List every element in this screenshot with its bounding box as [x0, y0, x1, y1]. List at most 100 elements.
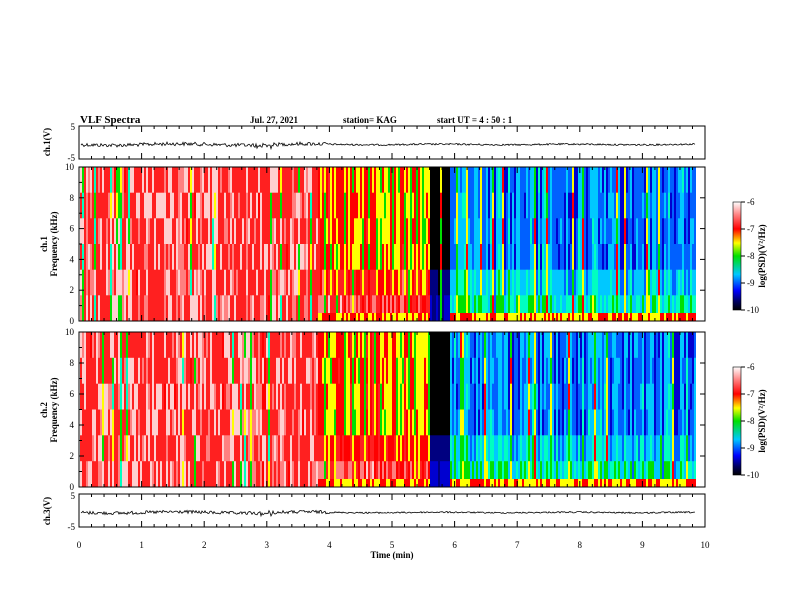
spectrogram-cell — [618, 295, 620, 322]
spectrogram-cell — [390, 357, 392, 385]
spectrogram-lowband — [428, 479, 430, 487]
spectrogram-cell — [346, 357, 348, 385]
spectrogram-cell — [416, 269, 418, 296]
spectrogram-cell — [186, 269, 188, 296]
spectrogram-cell — [308, 218, 310, 245]
spectrogram-cell — [180, 167, 182, 194]
spectrogram-cell — [320, 218, 322, 245]
spectrogram-lowband — [640, 313, 642, 321]
spectrogram-cell — [194, 295, 196, 322]
spectrogram-lowband — [370, 479, 372, 487]
spectrogram-cell — [554, 383, 556, 410]
spectrogram-lowband — [424, 313, 426, 321]
spectrogram-cell — [174, 192, 176, 219]
spectrogram-cell — [80, 383, 82, 410]
spectrogram-cell — [428, 269, 430, 296]
spectrogram-cell — [460, 167, 462, 194]
spectrogram-cell — [616, 244, 618, 271]
spectrogram-cell — [170, 383, 172, 410]
spectrogram-cell — [354, 167, 356, 194]
spectrogram-cell — [316, 244, 318, 271]
spectrogram-cell — [690, 295, 692, 322]
spectrogram-cell — [262, 218, 264, 245]
spectrogram-cell — [438, 295, 440, 322]
spectrogram-cell — [486, 244, 488, 271]
spectrogram-cell — [296, 409, 298, 436]
spectrogram-cell — [580, 167, 582, 194]
spectrogram-cell — [278, 357, 280, 385]
spectrogram-cell — [566, 383, 568, 410]
spectrogram-cell — [592, 435, 594, 462]
spectrogram-cell — [206, 167, 208, 194]
spectrogram-cell — [190, 461, 192, 488]
spectrogram-cell — [388, 167, 390, 194]
spectrogram-cell — [610, 269, 612, 296]
ch3-waveform-panel: 5 -5 ch.3(V) — [42, 491, 706, 532]
spectrogram-cell — [520, 357, 522, 385]
spectrogram-cell — [414, 244, 416, 271]
spectrogram-cell — [552, 357, 554, 385]
spectrogram-cell — [486, 409, 488, 436]
spectrogram-cell — [208, 357, 210, 385]
spectrogram-cell — [510, 383, 512, 410]
spectrogram-cell — [168, 357, 170, 385]
spectrogram-cell — [110, 244, 112, 271]
spectrogram-cell — [478, 167, 480, 194]
spectrogram-cell — [496, 167, 498, 194]
spectrogram-cell — [508, 357, 510, 385]
spectrogram-cell — [172, 269, 174, 296]
spectrogram-cell — [402, 357, 404, 385]
spectrogram-cell — [574, 409, 576, 436]
spectrogram-cell — [566, 357, 568, 385]
spectrogram-cell — [606, 461, 608, 488]
spectrogram-cell — [664, 295, 666, 322]
spectrogram-cell — [632, 244, 634, 271]
spectrogram-cell — [666, 167, 668, 194]
spectrogram-cell — [476, 435, 478, 462]
spectrogram-cell — [446, 295, 448, 322]
spectrogram-cell — [242, 357, 244, 385]
spectrogram-cell — [352, 269, 354, 296]
spectrogram-lowband — [692, 313, 694, 321]
spectrogram-cell — [488, 383, 490, 410]
spectrogram-cell — [606, 269, 608, 296]
spectrogram-cell — [578, 461, 580, 488]
spectrogram-cell — [692, 383, 694, 410]
spectrogram-cell — [298, 357, 300, 385]
spectrogram-cell — [204, 167, 206, 194]
spectrogram-cell — [336, 383, 338, 410]
spectrogram-cell — [652, 244, 654, 271]
spectrogram-cell — [382, 435, 384, 462]
spectrogram-cell — [350, 167, 352, 194]
spectrogram-cell — [250, 167, 252, 194]
spectrogram-cell — [492, 461, 494, 488]
spectrogram-cell — [404, 461, 406, 488]
spectrogram-cell — [530, 295, 532, 322]
spectrogram-cell — [248, 332, 250, 359]
spectrogram-cell — [376, 244, 378, 271]
spectrogram-cell — [430, 357, 432, 385]
spectrogram-cell — [378, 332, 380, 359]
spectrogram-cell — [588, 357, 590, 385]
spectrogram-cell — [612, 332, 614, 359]
ch3-ytick-5: 5 — [71, 491, 76, 501]
spectrogram-cell — [182, 192, 184, 219]
spectrogram-cell — [182, 461, 184, 488]
spectrogram-cell — [634, 435, 636, 462]
spectrogram-cell — [516, 435, 518, 462]
spectrogram-cell — [370, 192, 372, 219]
spectrogram-cell — [248, 295, 250, 322]
spectrogram-cell — [536, 357, 538, 385]
spectrogram-cell — [496, 295, 498, 322]
spectrogram-cell — [372, 269, 374, 296]
spectrogram-cell — [480, 295, 482, 322]
spectrogram-cell — [300, 192, 302, 219]
spectrogram-cell — [128, 435, 130, 462]
spectrogram-cell — [324, 167, 326, 194]
spectrogram-cell — [322, 269, 324, 296]
spectrogram-cell — [362, 357, 364, 385]
spectrogram-lowband — [396, 479, 398, 487]
spectrogram-cell — [494, 269, 496, 296]
spectrogram-cell — [626, 409, 628, 436]
spectrogram-cell — [472, 435, 474, 462]
